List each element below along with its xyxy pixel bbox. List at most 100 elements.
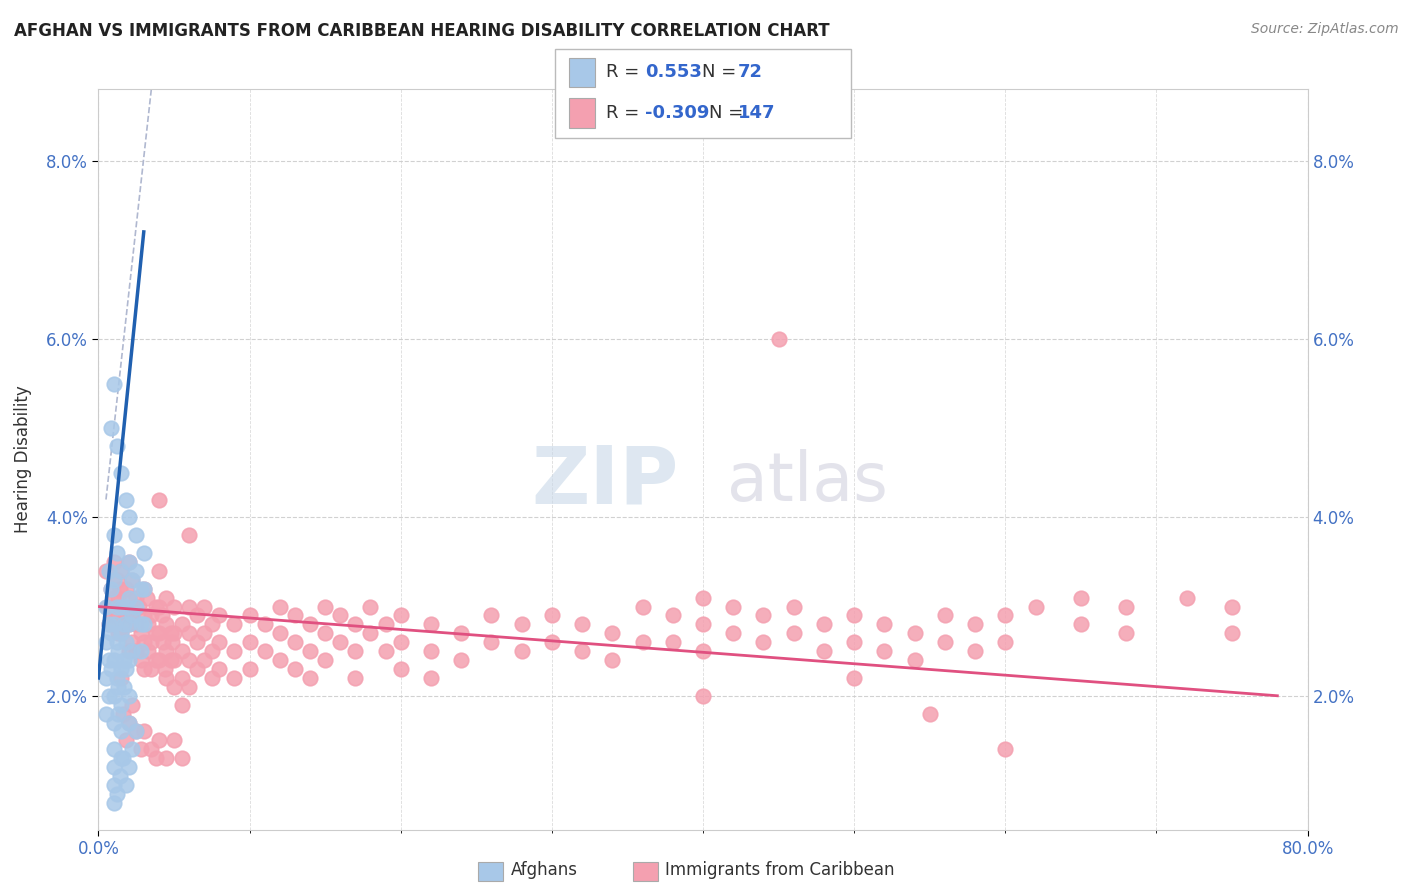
Point — [329, 635, 352, 649]
Text: N =: N = — [702, 63, 735, 81]
Point — [103, 376, 125, 391]
Text: atlas: atlas — [727, 449, 889, 515]
Point — [813, 644, 835, 658]
Point — [125, 599, 148, 614]
Point — [1115, 626, 1137, 640]
Point — [934, 635, 956, 649]
Point — [105, 671, 128, 685]
Point — [540, 635, 562, 649]
Point — [374, 617, 396, 632]
Point — [1175, 591, 1198, 605]
Point — [284, 635, 307, 649]
Point — [269, 653, 291, 667]
Point — [152, 635, 174, 649]
Point — [299, 671, 322, 685]
Point — [510, 617, 533, 632]
Point — [132, 662, 155, 676]
Point — [179, 653, 201, 667]
Point — [360, 626, 382, 640]
Point — [136, 644, 159, 658]
Point — [105, 573, 128, 587]
Point — [96, 599, 118, 614]
Point — [132, 617, 155, 632]
Point — [103, 689, 125, 703]
Point — [299, 644, 322, 658]
Point — [103, 617, 125, 632]
Point — [121, 608, 143, 623]
Text: Source: ZipAtlas.com: Source: ZipAtlas.com — [1251, 22, 1399, 37]
Point — [155, 751, 177, 765]
Point — [813, 617, 835, 632]
Point — [107, 626, 129, 640]
Point — [98, 617, 121, 632]
Point — [100, 421, 122, 435]
Point — [108, 582, 131, 596]
Point — [125, 617, 148, 632]
Point — [129, 617, 152, 632]
Point — [631, 599, 654, 614]
Point — [692, 617, 714, 632]
Point — [314, 599, 336, 614]
Point — [344, 644, 367, 658]
Point — [108, 769, 131, 783]
Point — [329, 608, 352, 623]
Point — [1220, 626, 1243, 640]
Point — [783, 626, 806, 640]
Point — [153, 662, 176, 676]
Point — [661, 608, 683, 623]
Point — [269, 599, 291, 614]
Point — [163, 626, 186, 640]
Point — [224, 617, 246, 632]
Point — [631, 635, 654, 649]
Point — [107, 680, 129, 694]
Point — [904, 626, 927, 640]
Point — [208, 608, 231, 623]
Point — [110, 751, 132, 765]
Point — [179, 626, 201, 640]
Point — [103, 653, 125, 667]
Point — [540, 608, 562, 623]
Point — [103, 528, 125, 542]
Point — [208, 635, 231, 649]
Point — [110, 626, 132, 640]
Point — [94, 671, 117, 685]
Point — [314, 626, 336, 640]
Point — [965, 644, 987, 658]
Point — [105, 635, 128, 649]
Text: 0.553: 0.553 — [645, 63, 702, 81]
Point — [129, 653, 152, 667]
Point — [571, 644, 593, 658]
Point — [253, 617, 276, 632]
Point — [118, 617, 141, 632]
Point — [179, 528, 201, 542]
Point — [129, 582, 152, 596]
Point — [873, 617, 896, 632]
Point — [107, 706, 129, 721]
Point — [155, 591, 177, 605]
Point — [118, 555, 141, 569]
Point — [121, 698, 143, 712]
Point — [179, 599, 201, 614]
Point — [201, 671, 224, 685]
Point — [239, 608, 262, 623]
Point — [186, 662, 208, 676]
Point — [994, 635, 1017, 649]
Point — [145, 626, 167, 640]
Point — [160, 626, 183, 640]
Y-axis label: Hearing Disability: Hearing Disability — [14, 385, 32, 533]
Point — [170, 698, 193, 712]
Point — [692, 644, 714, 658]
Point — [170, 617, 193, 632]
Point — [844, 635, 866, 649]
Point — [103, 760, 125, 774]
Point — [110, 466, 132, 480]
Point — [752, 635, 775, 649]
Point — [105, 787, 128, 801]
Text: R =: R = — [606, 104, 640, 122]
Text: ZIP: ZIP — [531, 442, 679, 521]
Point — [121, 635, 143, 649]
Point — [128, 599, 150, 614]
Point — [110, 671, 132, 685]
Point — [170, 644, 193, 658]
Point — [145, 599, 167, 614]
